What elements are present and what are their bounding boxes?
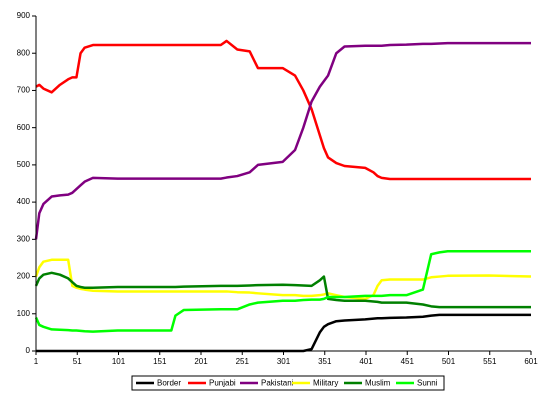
line-series	[35, 39, 531, 181]
line-series	[34, 258, 532, 301]
legend-label: Sunni	[417, 379, 438, 388]
x-tick-label: 1	[34, 357, 39, 366]
x-tick-label: 101	[112, 357, 126, 366]
x-tick-label: 301	[277, 357, 291, 366]
line-series	[34, 271, 531, 309]
y-tick-label: 0	[26, 346, 31, 355]
y-tick-label: 600	[17, 123, 31, 132]
legend-label: Border	[157, 379, 181, 388]
y-tick-label: 200	[17, 272, 31, 281]
y-tick-label: 700	[17, 86, 31, 95]
legend-label: Muslim	[365, 379, 391, 388]
x-tick-label: 551	[483, 357, 497, 366]
line-series	[34, 41, 531, 240]
y-tick-label: 400	[17, 197, 31, 206]
legend-box	[131, 375, 445, 391]
legend-label: Punjabi	[209, 379, 236, 388]
x-tick-label: 201	[194, 357, 208, 366]
x-tick-label: 401	[359, 357, 373, 366]
x-tick-label: 351	[318, 357, 332, 366]
y-tick-label: 500	[17, 160, 31, 169]
y-tick-label: 900	[17, 11, 31, 20]
line-series	[34, 249, 531, 333]
x-tick-label: 451	[401, 357, 415, 366]
line-series	[36, 313, 531, 353]
y-tick-label: 800	[17, 48, 31, 57]
x-tick-label: 251	[236, 357, 250, 366]
legend-label: Military	[313, 379, 338, 388]
x-tick-label: 151	[153, 357, 167, 366]
x-tick-label: 601	[524, 357, 538, 366]
y-tick-label: 300	[17, 234, 31, 243]
legend-label: Pakistani	[261, 379, 294, 388]
y-tick-label: 100	[17, 309, 31, 318]
x-tick-label: 501	[442, 357, 456, 366]
x-tick-label: 51	[73, 357, 82, 366]
